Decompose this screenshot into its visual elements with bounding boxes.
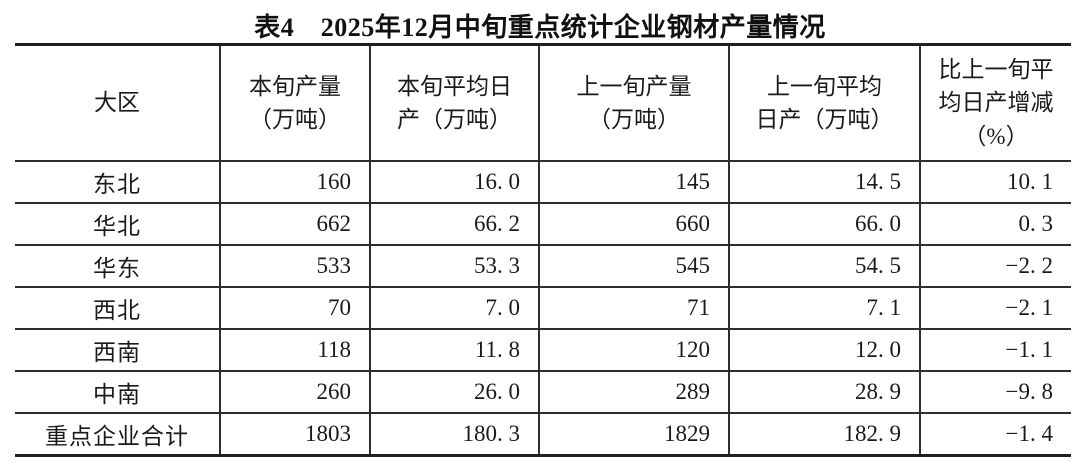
value-cell: 1829 (539, 413, 730, 456)
value-cell: 10. 1 (920, 161, 1071, 204)
value-cell: 1803 (220, 413, 371, 456)
value-cell: 53. 3 (370, 245, 540, 288)
header-line: （万吨） (249, 107, 341, 132)
column-header-region: 大区 (15, 44, 221, 162)
value-cell: 7. 0 (370, 287, 540, 330)
column-header-change-percent: 比上一旬平 均日产增减 （%） (920, 44, 1071, 162)
value-cell: 545 (539, 245, 730, 288)
header-line: 日产（万吨） (755, 107, 894, 132)
table-row: 西北 70 7. 0 71 7. 1 −2. 1 (15, 287, 1071, 330)
column-header-current-daily-avg: 本旬平均日 产（万吨） (370, 44, 540, 162)
value-cell: 160 (220, 161, 371, 204)
header-line: 大区 (94, 90, 140, 116)
column-header-previous-output: 上一旬产量 （万吨） (539, 44, 730, 162)
header-line: 产（万吨） (397, 107, 512, 132)
value-cell: 660 (539, 203, 730, 246)
value-cell: −1. 4 (1005, 421, 1053, 446)
value-cell: −9. 8 (920, 371, 1071, 414)
value-cell: 16. 0 (370, 161, 540, 204)
region-cell: 华东 (15, 245, 221, 288)
table-row: 西南 118 11. 8 120 12. 0 −1. 1 (15, 329, 1071, 372)
table-title: 表4 2025年12月中旬重点统计企业钢材产量情况 (254, 13, 826, 42)
table-row-total: 重点企业合计 1803 180. 3 1829 182. 9 −1. 4 (15, 413, 1071, 456)
table-row: 华北 662 66. 2 660 66. 0 0. 3 (15, 203, 1071, 246)
region-cell: 华北 (15, 203, 221, 246)
region-cell: 西南 (15, 329, 221, 372)
value-cell: 66. 0 (729, 203, 921, 246)
header-line: 比上一旬平 (938, 56, 1054, 82)
value-cell: 120 (539, 329, 730, 372)
region-cell: 东北 (15, 161, 221, 204)
value-cell: 12. 0 (729, 329, 921, 372)
header-line: 上一旬平均 (767, 73, 882, 99)
header-line: （%） (963, 123, 1029, 149)
column-header-previous-daily-avg: 上一旬平均 日产（万吨） (729, 44, 921, 162)
value-cell: 182. 9 (729, 413, 921, 456)
region-cell: 西北 (15, 287, 221, 330)
value-cell: 66. 2 (370, 203, 540, 246)
value-cell: 28. 9 (729, 371, 921, 414)
column-header-current-output: 本旬产量 （万吨） (220, 44, 371, 162)
table-row: 华东 533 53. 3 545 54. 5 −2. 2 (15, 245, 1071, 288)
value-cell: 289 (539, 371, 730, 414)
header-line: 本旬产量 (249, 73, 341, 99)
value-cell: 145 (539, 161, 730, 204)
value-cell: −2. 2 (920, 245, 1071, 288)
header-line: 均日产增减 (938, 90, 1054, 116)
value-cell: 118 (220, 329, 371, 372)
steel-output-table: 大区 本旬产量 （万吨） 本旬平均日 产（万吨） 上一旬产量 （万吨） 上一旬平… (15, 43, 1071, 457)
value-cell: 71 (539, 287, 730, 330)
value-cell: 54. 5 (729, 245, 921, 288)
header-line: 上一旬产量 (576, 73, 692, 99)
value-cell: 7. 1 (729, 287, 921, 330)
value-cell: 0. 3 (920, 203, 1071, 246)
header-line: （万吨） (588, 107, 680, 132)
value-cell: 180. 3 (370, 413, 540, 456)
value-cell: 11. 8 (370, 329, 540, 372)
table-row: 中南 260 26. 0 289 28. 9 −9. 8 (15, 371, 1071, 414)
value-cell: 14. 5 (729, 161, 921, 204)
value-cell: 533 (220, 245, 371, 288)
header-line: 本旬平均日 (397, 73, 512, 99)
region-cell: 重点企业合计 (15, 413, 221, 456)
value-cell: 662 (220, 203, 371, 246)
value-cell: −2. 1 (920, 287, 1071, 330)
value-cell: 26. 0 (370, 371, 540, 414)
value-cell: 70 (220, 287, 371, 330)
table-row: 东北 160 16. 0 145 14. 5 10. 1 (15, 161, 1071, 204)
region-cell: 中南 (15, 371, 221, 414)
value-cell: −1. 1 (920, 329, 1071, 372)
value-cell: 260 (220, 371, 371, 414)
header-row: 大区 本旬产量 （万吨） 本旬平均日 产（万吨） 上一旬产量 （万吨） 上一旬平… (15, 44, 1071, 162)
